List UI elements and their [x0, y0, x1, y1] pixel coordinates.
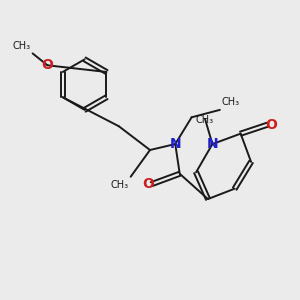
Text: CH₃: CH₃: [13, 41, 31, 51]
Text: N: N: [207, 137, 218, 151]
Text: CH₃: CH₃: [196, 115, 214, 125]
Text: O: O: [142, 177, 154, 191]
Text: N: N: [169, 137, 181, 151]
Text: O: O: [265, 118, 277, 132]
Text: CH₃: CH₃: [221, 98, 239, 107]
Text: O: O: [41, 58, 53, 72]
Text: CH₃: CH₃: [110, 180, 128, 190]
